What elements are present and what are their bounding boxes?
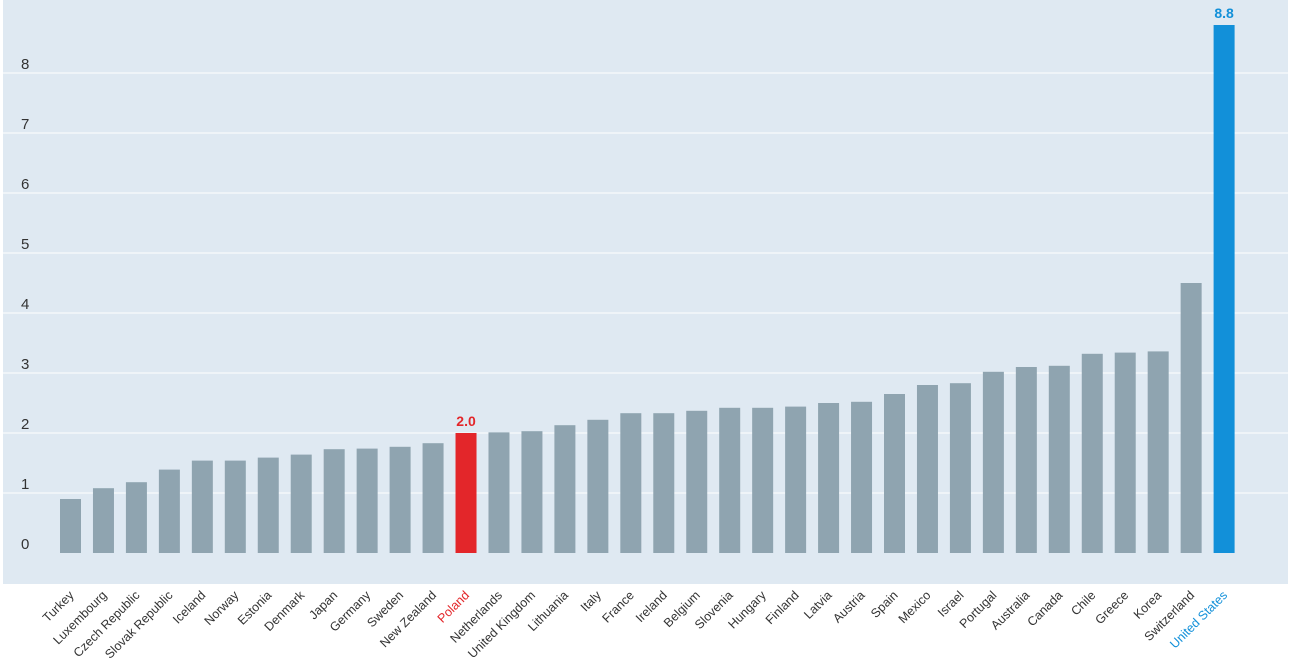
value-label-poland: 2.0 [456,413,476,429]
bar-portugal [982,371,1004,553]
bar-chile [1081,353,1103,553]
plot-background [3,0,1288,584]
bar-greece [1114,352,1136,553]
bar-czech-republic [125,482,147,553]
y-tick-label-5: 5 [21,236,29,253]
value-label-united-states: 8.8 [1214,5,1234,21]
bar-korea [1147,351,1169,553]
x-label-canada: Canada [1025,588,1066,629]
x-label-austria: Austria [830,588,867,625]
x-label-norway: Norway [202,588,242,628]
x-label-iceland: Iceland [170,588,208,626]
bar-hungary [752,407,774,553]
bar-japan [323,449,345,553]
x-label-italy: Italy [578,588,605,615]
bar-slovak-republic [158,469,180,553]
bar-belgium [686,410,708,553]
bar-new-zealand [422,443,444,553]
bar-iceland [191,460,213,553]
x-label-chile: Chile [1068,588,1098,618]
bars [60,25,1235,553]
y-tick-label-6: 6 [21,176,29,193]
bar-luxembourg [92,488,114,553]
y-tick-label-1: 1 [21,476,29,493]
bar-denmark [290,454,312,553]
x-label-france: France [600,588,637,625]
bar-latvia [818,403,840,553]
bar-slovenia [719,407,741,553]
bar-united-kingdom [521,431,543,553]
bar-united-states [1213,25,1235,553]
y-tick-label-0: 0 [21,536,29,553]
y-tick-label-8: 8 [21,56,29,73]
bar-france [620,413,642,553]
y-tick-label-4: 4 [21,296,29,313]
bar-italy [587,419,609,553]
bar-ireland [653,413,675,553]
bar-poland [455,433,477,553]
x-label-hungary: Hungary [725,588,769,632]
y-tick-label-3: 3 [21,356,29,373]
bar-mexico [916,385,938,553]
bar-finland [785,406,807,553]
bar-australia [1015,367,1037,553]
y-axis-ticks: 0 1 2 3 4 5 6 7 8 [21,56,29,553]
bar-canada [1048,365,1070,553]
bar-norway [224,460,246,553]
x-label-latvia: Latvia [801,588,835,622]
x-label-mexico: Mexico [896,588,934,626]
x-label-greece: Greece [1092,588,1131,627]
y-tick-label-2: 2 [21,416,29,433]
bar-netherlands [488,432,510,553]
bar-estonia [257,457,279,553]
value-labels: 2.0 8.8 [456,5,1234,429]
bar-austria [851,401,873,553]
bar-germany [356,448,378,553]
bar-spain [884,394,905,553]
bar-lithuania [554,425,576,553]
y-tick-label-7: 7 [21,116,29,133]
bar-turkey [60,499,81,553]
gridlines [3,72,1288,494]
x-label-finland: Finland [763,588,802,627]
bar-israel [949,383,971,553]
bar-sweden [389,446,411,553]
bar-switzerland [1180,283,1202,553]
